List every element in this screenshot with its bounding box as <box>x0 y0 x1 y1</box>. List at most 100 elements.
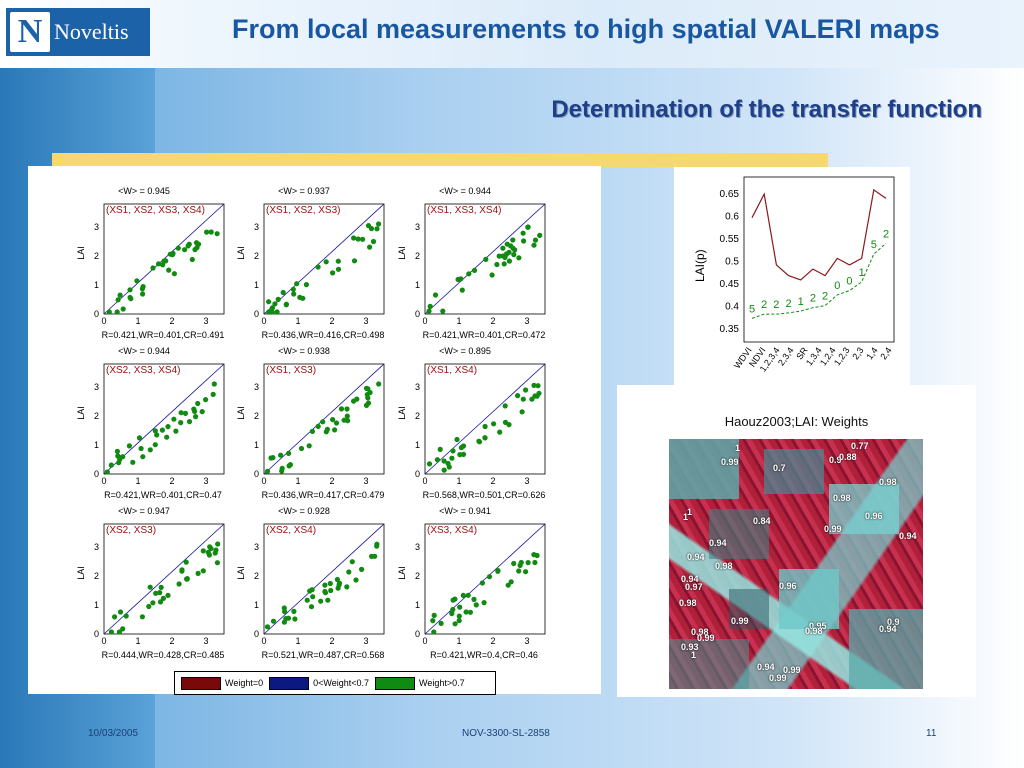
scatter-point <box>204 229 210 235</box>
scatter-point <box>332 427 338 433</box>
map-weight-label: 0.97 <box>685 582 703 592</box>
scatter-point <box>140 454 146 460</box>
scatter-point <box>511 560 517 567</box>
y-tick-label: 1 <box>94 600 99 610</box>
map-weight-label: 0.77 <box>851 441 869 451</box>
scatter-point <box>112 614 118 620</box>
lai-lower-series <box>751 243 887 319</box>
map-weight-label: 0.96 <box>865 511 883 521</box>
weights-map-image: 1 0.99 0.7 0.9 0.88 0.77 0.98 0.98 1 1 0.84 0.99 0.9… <box>669 439 923 689</box>
x-tick-label: 2 <box>490 476 495 486</box>
scatter-point <box>123 613 129 619</box>
scatter-point <box>104 469 110 475</box>
scatter-point <box>450 448 456 454</box>
x-tick-label: 3 <box>524 636 529 646</box>
scatter-point <box>171 416 177 422</box>
map-weight-label: 1 <box>691 650 697 660</box>
legend-item-weight-mid: 0<Weight<0.7 <box>269 676 369 690</box>
one-to-one-line <box>424 363 546 475</box>
scatter-point <box>200 548 206 554</box>
x-tick-label: 2 <box>490 316 495 326</box>
map-field-patch <box>764 449 824 494</box>
logo-n-icon: N <box>10 12 50 52</box>
scatter-point <box>360 236 366 242</box>
y-tick-label: 0 <box>415 469 420 479</box>
scatter-point <box>344 406 350 412</box>
y-tick-label: 2 <box>254 411 259 421</box>
scatter-point <box>272 301 278 307</box>
x-tick-label: 0 <box>101 636 106 646</box>
y-tick-label: 2 <box>415 571 420 581</box>
scatter-point <box>315 423 321 429</box>
scatter-point <box>511 252 517 258</box>
scatter-point <box>365 386 371 392</box>
scatter-point <box>449 610 455 617</box>
y-axis-label: LAI <box>235 246 246 260</box>
scatter-point <box>310 594 316 600</box>
band-combination-label: (XS3, XS4) <box>427 525 478 536</box>
scatter-point <box>159 427 165 433</box>
y-tick-label: 2 <box>94 571 99 581</box>
lai-y-tick-label: 0.6 <box>725 212 739 223</box>
footer-reference: NOV-3300-SL-2858 <box>462 728 550 739</box>
legend-item-weight-0: Weight=0 <box>181 676 264 690</box>
scatter-point <box>365 395 371 401</box>
plot-frame <box>424 203 546 315</box>
map-weight-label: 0.95 <box>809 621 827 631</box>
band-combination-label: (XS1, XS3, XS4) <box>427 205 502 216</box>
x-tick-label: 2 <box>329 316 334 326</box>
scatter-point <box>506 258 512 264</box>
scatter-point <box>147 447 153 453</box>
scatter-point <box>292 616 298 622</box>
scatter-point <box>431 629 437 635</box>
scatter-point <box>165 592 171 598</box>
y-tick-label: 2 <box>94 251 99 261</box>
scatter-point <box>370 238 377 245</box>
scatter-point <box>367 244 373 250</box>
correlation-stats-label: R=0.568,WR=0.501,CR=0.626 <box>422 490 546 500</box>
y-axis-label: LAI <box>75 246 86 260</box>
y-tick-label: 3 <box>94 542 99 552</box>
map-weight-label: 0.84 <box>753 516 771 526</box>
y-tick-label: 0 <box>254 629 259 639</box>
map-field-patch <box>669 639 749 689</box>
scatter-point <box>157 590 163 596</box>
band-combination-label: (XS1, XS2, XS3) <box>266 205 341 216</box>
map-weight-label: 0.98 <box>833 493 851 503</box>
x-tick-label: 0 <box>422 636 427 646</box>
scatter-point <box>193 414 199 420</box>
lai-y-tick-label: 0.55 <box>720 234 740 245</box>
scatter-point <box>374 541 380 547</box>
scatter-point <box>494 261 500 268</box>
map-weight-label: 0.94 <box>899 531 917 541</box>
scatter-point <box>205 549 211 555</box>
map-weight-label: 0.96 <box>779 581 797 591</box>
scatter-point <box>483 256 489 262</box>
scatter-point <box>152 428 158 434</box>
scatter-point <box>336 580 343 586</box>
scatter-point <box>531 382 537 388</box>
x-tick-label: 0 <box>261 476 266 486</box>
scatter-point <box>304 597 310 603</box>
scatter-plot-area: 0 1 2 3 0 1 2 3 <box>254 203 385 326</box>
y-axis-label: LAI <box>396 566 407 580</box>
weight-legend: Weight=0 0<Weight<0.7 Weight>0.7 <box>174 671 496 695</box>
scatter-point <box>165 424 171 430</box>
x-tick-label: 3 <box>203 476 208 486</box>
correlation-stats-label: R=0.444,WR=0.428,CR=0.485 <box>101 650 225 660</box>
scatter-point <box>531 242 537 248</box>
scatter-point <box>147 584 153 590</box>
scatter-point <box>328 587 334 594</box>
noveltis-logo: N Noveltis <box>6 8 150 56</box>
scatter-point <box>117 292 123 298</box>
scatter-point <box>471 596 477 602</box>
scatter-point <box>338 406 345 412</box>
legend-label: Weight=0 <box>225 678 264 688</box>
x-tick-label: 3 <box>363 476 368 486</box>
scatter-point <box>283 301 289 307</box>
legend-swatch <box>269 676 310 690</box>
scatter-point <box>160 262 166 268</box>
scatter-point <box>532 559 538 566</box>
y-tick-label: 1 <box>254 440 259 450</box>
scatter-plot: 0 1 2 3 0 1 2 3 <W> = 0.947 (XS2, XS3) LAI R=0.444,… <box>28 506 225 668</box>
